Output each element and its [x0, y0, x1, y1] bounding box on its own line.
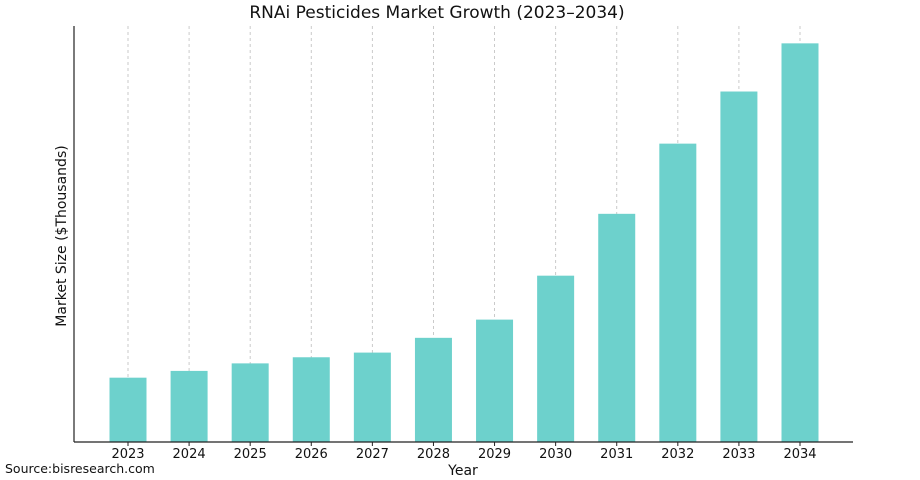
- source-note: Source:bisresearch.com: [5, 461, 155, 476]
- x-tick-label: 2033: [722, 447, 755, 462]
- x-tick-label: 2026: [295, 447, 328, 462]
- x-tick-label: 2025: [234, 447, 267, 462]
- x-tick-label: 2023: [111, 447, 144, 462]
- x-ticks: 2023 2024 2025 2026 2027 2028 2029 2030 2031 2032…: [111, 442, 817, 462]
- bar-2032: [659, 143, 697, 442]
- bar-2027: [353, 352, 391, 442]
- x-axis-label: Year: [447, 463, 478, 479]
- chart-title: RNAi Pesticides Market Growth (2023–2034…: [249, 3, 624, 23]
- y-axis-label: Market Size ($Thousands): [54, 145, 70, 326]
- bar-2025: [231, 363, 269, 442]
- bar-2024: [170, 370, 208, 442]
- x-tick-label: 2027: [356, 447, 389, 462]
- bar-2033: [720, 91, 758, 443]
- bar-2034: [781, 43, 819, 442]
- x-tick-label: 2028: [417, 447, 450, 462]
- x-tick-label: 2030: [539, 447, 572, 462]
- x-tick-label: 2029: [478, 447, 511, 462]
- x-tick-label: 2031: [600, 447, 633, 462]
- grid-lines: [127, 26, 801, 442]
- bar-2026: [292, 357, 330, 442]
- bar-2023: [109, 377, 147, 442]
- x-tick-label: 2024: [173, 447, 206, 462]
- bar-2030: [537, 275, 575, 442]
- bar-2031: [598, 213, 636, 442]
- bars: [109, 43, 819, 443]
- x-tick-label: 2034: [783, 447, 816, 462]
- bar-2028: [414, 337, 452, 442]
- bar-2029: [476, 319, 514, 442]
- x-tick-label: 2032: [661, 447, 694, 462]
